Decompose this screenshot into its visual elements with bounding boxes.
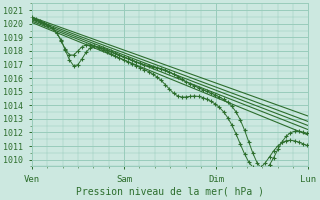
X-axis label: Pression niveau de la mer( hPa ): Pression niveau de la mer( hPa ) [76,187,264,197]
